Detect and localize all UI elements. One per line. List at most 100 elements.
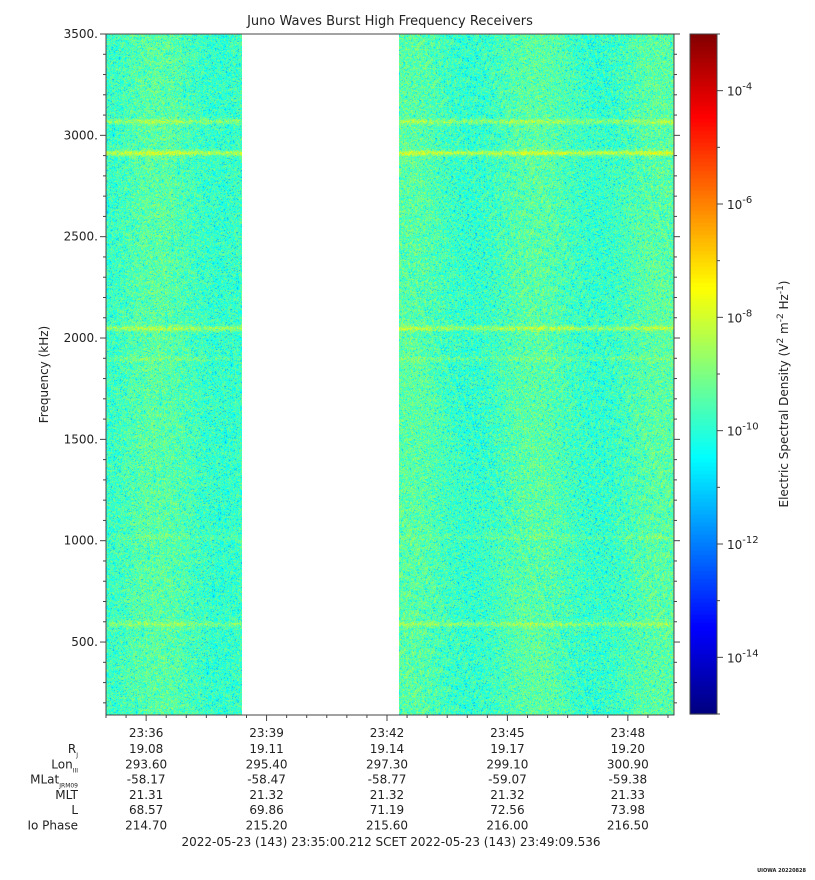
colorbar-segment — [690, 438, 717, 443]
colorbar-segment — [690, 466, 717, 471]
colorbar-segment — [690, 366, 717, 371]
ephemeris-row-label: RJ — [68, 742, 78, 759]
colorbar-segment — [690, 250, 717, 255]
colorbar-segment — [690, 422, 717, 427]
colorbar-segment — [690, 306, 717, 311]
colorbar-segment — [690, 482, 717, 487]
colorbar-segment — [690, 338, 717, 343]
colorbar-tick-label: 10-10 — [727, 422, 759, 439]
colorbar-segment — [690, 698, 717, 703]
colorbar-segment — [690, 658, 717, 663]
ephemeris-row: L 68.57 69.86 71.19 72.56 73.98 — [71, 803, 645, 817]
colorbar-segment — [690, 710, 717, 715]
ephemeris-row-label: L — [71, 803, 78, 817]
x-tick-label: 23:39 — [249, 726, 284, 740]
colorbar-tick-base: 10 — [727, 538, 742, 552]
colorbar-segment — [690, 158, 717, 163]
y-tick-label: 3000. — [64, 128, 98, 142]
colorbar-segment — [690, 654, 717, 659]
colorbar-segment — [690, 370, 717, 375]
colorbar-label: Electric Spectral Density (V2 m-2 Hz-1) — [776, 280, 791, 507]
y-tick-label: 1000. — [64, 534, 98, 548]
colorbar-segment — [690, 38, 717, 43]
colorbar-segment — [690, 194, 717, 199]
colorbar-segment — [690, 682, 717, 687]
colorbar-segment — [690, 74, 717, 79]
colorbar-segment — [690, 458, 717, 463]
colorbar-segment — [690, 602, 717, 607]
y-tick-label: 2500. — [64, 230, 98, 244]
colorbar-segment — [690, 46, 717, 51]
colorbar-segment — [690, 574, 717, 579]
colorbar-segment — [690, 298, 717, 303]
colorbar-segment — [690, 262, 717, 267]
colorbar-segment — [690, 246, 717, 251]
colorbar-segment — [690, 622, 717, 627]
colorbar-segment — [690, 282, 717, 287]
colorbar-label-superscript: 2 — [776, 338, 786, 344]
colorbar-segment — [690, 62, 717, 67]
colorbar-segment — [690, 642, 717, 647]
colorbar-segment — [690, 150, 717, 155]
ephemeris-value: 69.86 — [249, 803, 283, 817]
colorbar-segment — [690, 590, 717, 595]
colorbar-segment — [690, 650, 717, 655]
ephemeris-value: 72.56 — [490, 803, 524, 817]
ephemeris-value: 19.14 — [370, 742, 404, 756]
colorbar-segment — [690, 82, 717, 87]
ephemeris-value: 73.98 — [611, 803, 645, 817]
ephemeris-value: 214.70 — [125, 819, 167, 833]
colorbar-tick-base: 10 — [727, 651, 742, 665]
colorbar-segment — [690, 214, 717, 219]
ephemeris-value: 21.31 — [129, 788, 163, 802]
colorbar-segment — [690, 178, 717, 183]
colorbar-segment — [690, 174, 717, 179]
colorbar-segment — [690, 598, 717, 603]
ephemeris-value: -58.77 — [368, 773, 407, 787]
colorbar-segment — [690, 258, 717, 263]
colorbar-segment — [690, 514, 717, 519]
colorbar-segment — [690, 54, 717, 59]
colorbar-segment — [690, 314, 717, 319]
colorbar-tick-base: 10 — [727, 311, 742, 325]
ephemeris-label-text: R — [68, 742, 76, 756]
colorbar-segment — [690, 406, 717, 411]
ephemeris-value: 215.60 — [366, 819, 408, 833]
x-tick-label: 23:48 — [611, 726, 646, 740]
colorbar-label-text: ) — [777, 280, 791, 285]
colorbar-segment — [690, 510, 717, 515]
colorbar-segment — [690, 562, 717, 567]
colorbar-segment — [690, 226, 717, 231]
ephemeris-value: 297.30 — [366, 757, 408, 771]
colorbar-tick-label: 10-6 — [727, 195, 752, 212]
colorbar-segment — [690, 166, 717, 171]
colorbar-segment — [690, 586, 717, 591]
colorbar-segment — [690, 42, 717, 47]
colorbar-segment — [690, 594, 717, 599]
colorbar-segment — [690, 470, 717, 475]
colorbar-segment — [690, 230, 717, 235]
footer-stamp: UIOWA 20220828 — [757, 868, 806, 874]
colorbar-segment — [690, 70, 717, 75]
colorbar-segment — [690, 238, 717, 243]
colorbar-segment — [690, 498, 717, 503]
ephemeris-value: 215.20 — [246, 819, 288, 833]
colorbar-segment — [690, 554, 717, 559]
colorbar-segment — [690, 162, 717, 167]
chart-title: Juno Waves Burst High Frequency Receiver… — [246, 14, 533, 29]
colorbar-segment — [690, 242, 717, 247]
ephemeris-value: 19.17 — [490, 742, 524, 756]
colorbar-tick-exponent: -6 — [742, 195, 752, 206]
ephemeris-value: 216.50 — [607, 819, 649, 833]
ephemeris-row: MLT 21.31 21.32 21.32 21.32 21.33 — [55, 788, 645, 802]
colorbar-label-superscript: -1 — [776, 285, 786, 294]
colorbar-segment — [690, 706, 717, 711]
colorbar-segment — [690, 434, 717, 439]
colorbar-label-text: Electric Spectral Density (V — [777, 343, 791, 508]
ephemeris-row-label: LonIII — [51, 757, 78, 774]
colorbar-segment — [690, 94, 717, 99]
ephemeris-value: -58.17 — [127, 773, 166, 787]
colorbar-tick-label: 10-12 — [727, 535, 759, 552]
colorbar-segment — [690, 354, 717, 359]
